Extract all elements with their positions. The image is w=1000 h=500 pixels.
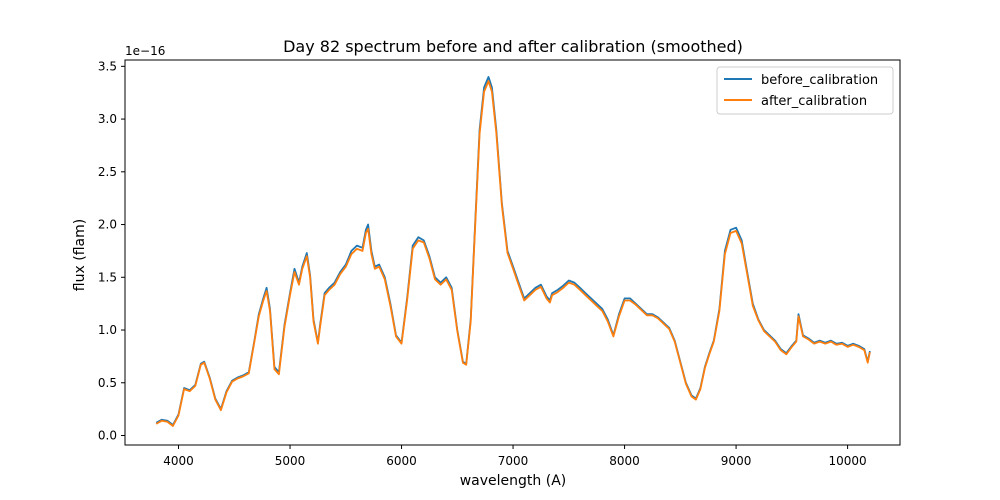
x-tick-label: 10000 (828, 454, 866, 468)
series-line-after_calibration (155, 80, 871, 427)
y-offset-label: 1e−16 (125, 44, 165, 58)
x-tick-label: 4000 (163, 454, 194, 468)
x-axis-label: wavelength (A) (460, 473, 567, 489)
y-tick-label: 3.0 (98, 112, 117, 126)
x-tick-label: 9000 (721, 454, 752, 468)
y-tick-label: 1.5 (98, 270, 117, 284)
y-tick-label: 3.5 (98, 59, 117, 73)
x-tick-label: 6000 (386, 454, 417, 468)
axes: 4000 5000 6000 7000 8000 9000 10000 0.0 0.5 1.0 1.… (98, 59, 901, 468)
x-tick-label: 8000 (609, 454, 640, 468)
y-tick-label: 2.5 (98, 165, 117, 179)
x-tick-label: 5000 (275, 454, 306, 468)
legend-box (716, 66, 894, 115)
chart-title: Day 82 spectrum before and after calibra… (283, 37, 743, 56)
y-tick-label: 2.0 (98, 218, 117, 232)
plot-area (155, 76, 871, 427)
y-axis-label: flux (flam) (72, 219, 88, 291)
y-tick-label: 1.0 (98, 323, 117, 337)
legend-label: after_calibration (761, 94, 867, 109)
y-tick-label: 0.0 (98, 429, 117, 443)
legend-label: before_calibration (761, 73, 878, 88)
x-tick-label: 7000 (498, 454, 529, 468)
y-tick-label: 0.5 (98, 376, 117, 390)
series-line-before_calibration (155, 76, 871, 426)
plot-frame (124, 59, 901, 446)
legend: before_calibration after_calibration (716, 66, 894, 115)
